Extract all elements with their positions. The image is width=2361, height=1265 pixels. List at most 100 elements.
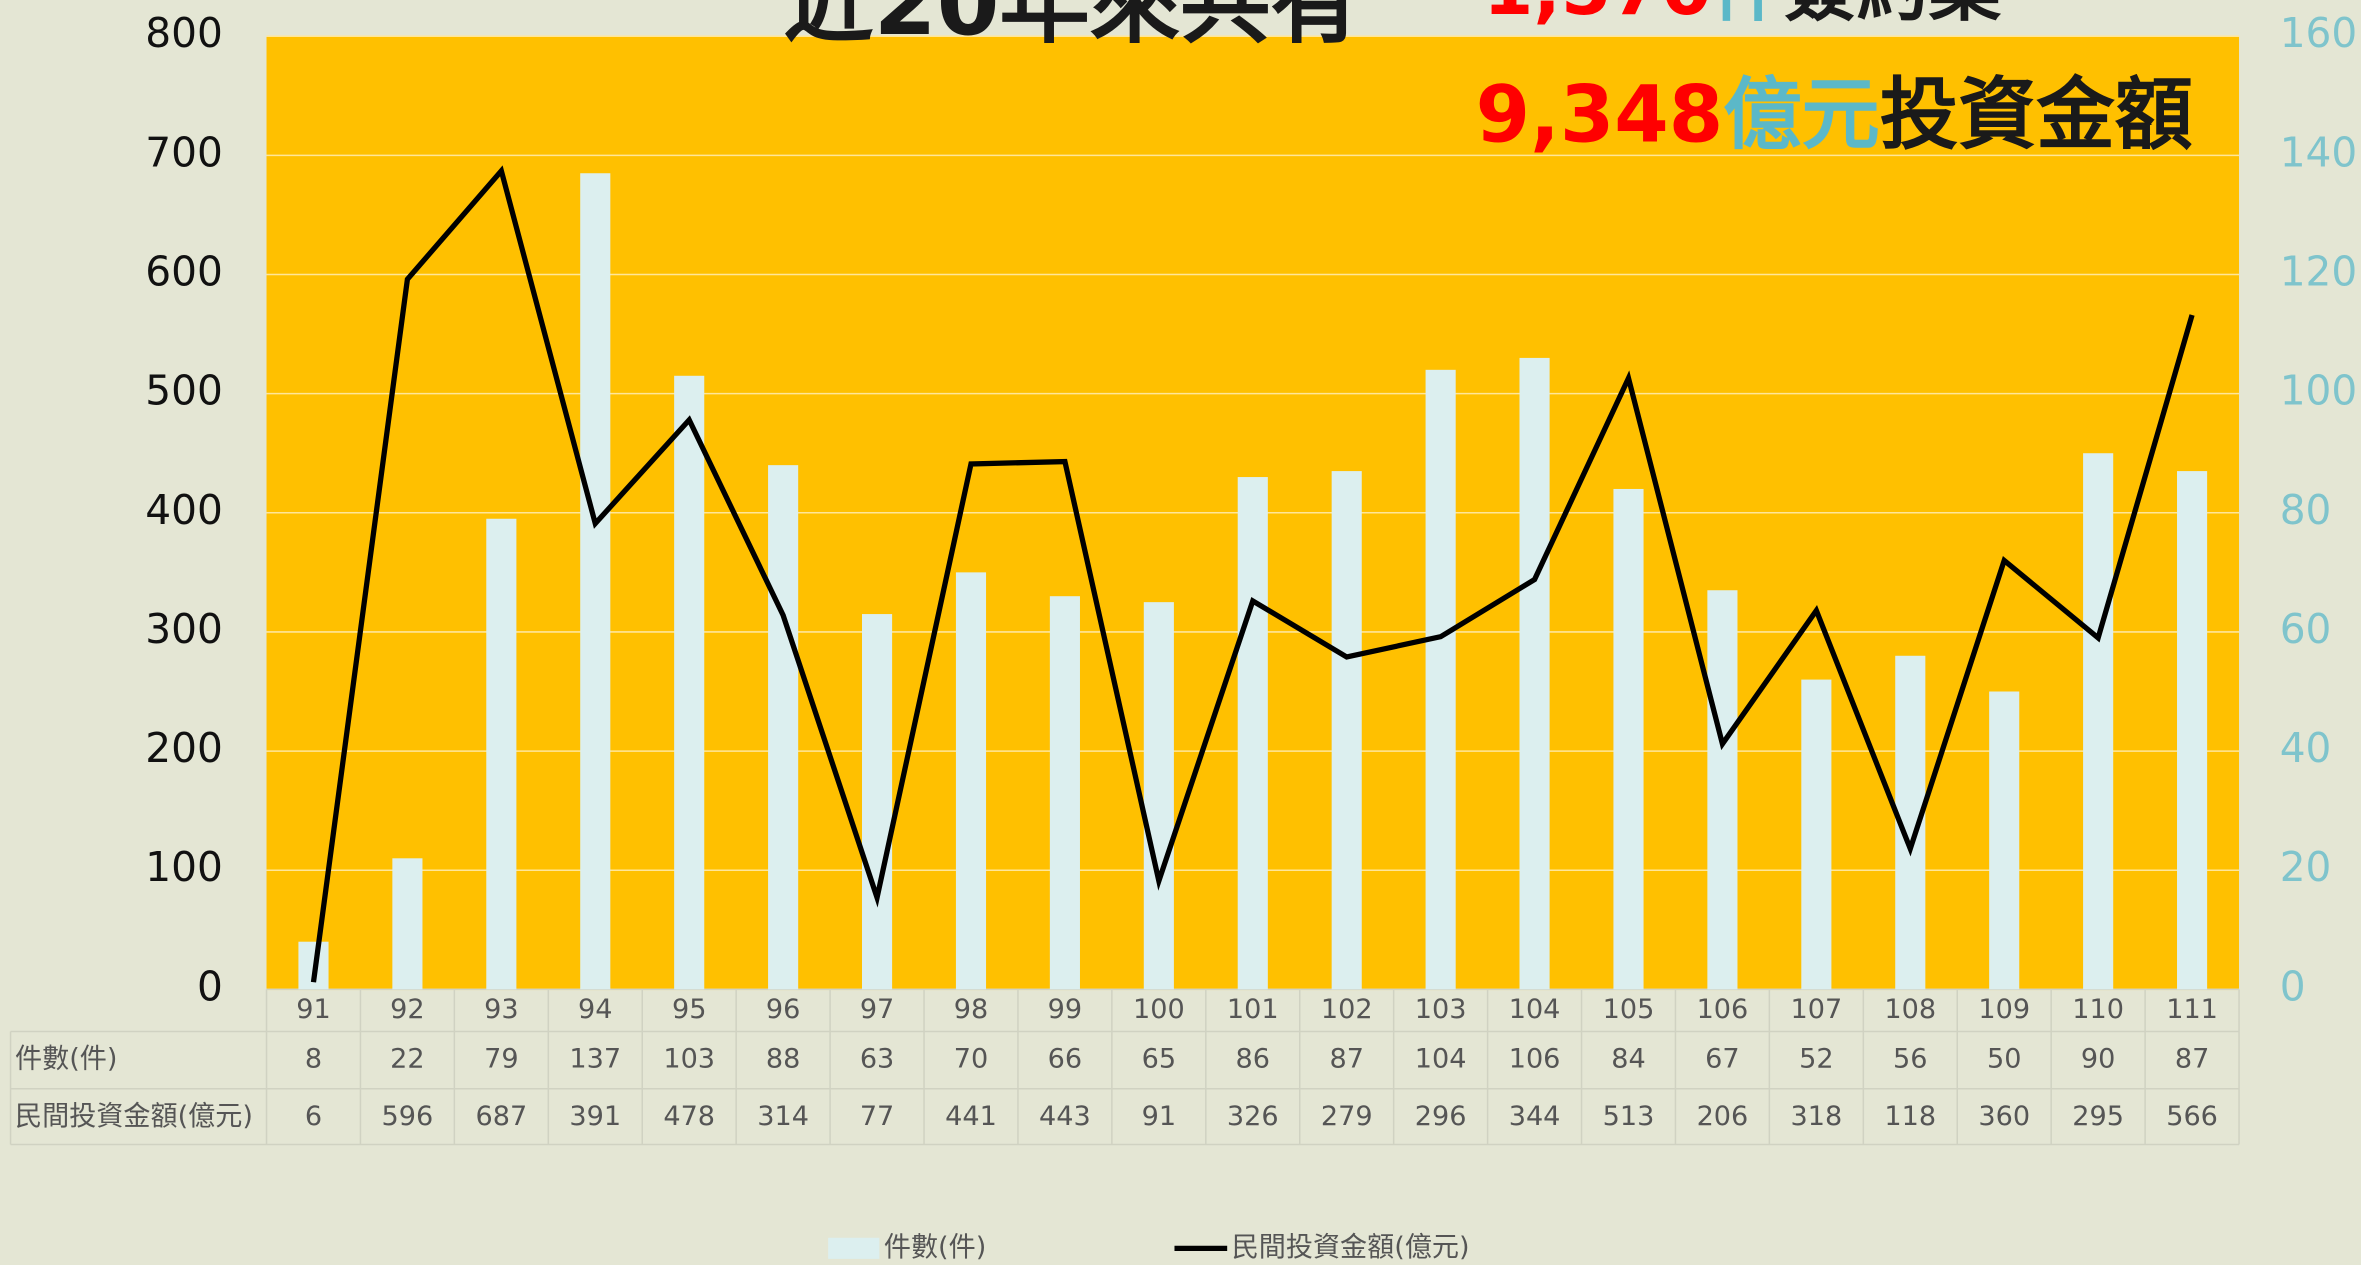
y-tick-label: 400 [145, 486, 223, 534]
x-tick-label: 95 [672, 994, 706, 1025]
table-cell: 8 [305, 1044, 322, 1075]
table-cell: 50 [1987, 1044, 2021, 1075]
y2-tick-label: 0 [2280, 962, 2306, 1010]
table-cell: 22 [390, 1044, 424, 1075]
y-tick-label: 200 [145, 724, 223, 772]
table-cell: 566 [2166, 1101, 2218, 1132]
x-tick-label: 99 [1048, 994, 1082, 1025]
chart-title: 近20年來共有 [783, 0, 1360, 56]
bar [1425, 369, 1456, 990]
annotation-part: 9,348 [1476, 70, 1724, 161]
x-tick-label: 110 [2072, 994, 2124, 1025]
y-tick-label: 0 [197, 962, 223, 1010]
x-tick-label: 109 [1978, 994, 2030, 1025]
table-cell: 79 [484, 1044, 518, 1075]
legend-label: 民間投資金額(億元) [1232, 1232, 1470, 1263]
annotation-part: 投資金額 [1880, 70, 2193, 161]
table-cell: 391 [569, 1101, 621, 1132]
x-tick-label: 103 [1415, 994, 1467, 1025]
table-cell: 63 [860, 1044, 894, 1075]
table-cell: 596 [382, 1101, 434, 1132]
x-tick-label: 96 [766, 994, 800, 1025]
annotation-part: 件 [1712, 0, 1784, 32]
table-cell: 318 [1790, 1101, 1842, 1132]
bar [392, 858, 423, 990]
table-cell: 118 [1884, 1101, 1936, 1132]
table-cell: 87 [1329, 1044, 1363, 1075]
bar [1143, 602, 1174, 990]
table-cell: 279 [1321, 1101, 1373, 1132]
x-tick-label: 100 [1133, 994, 1185, 1025]
y2-tick-label: 120 [2280, 248, 2358, 296]
x-tick-label: 102 [1321, 994, 1373, 1025]
y-tick-label: 800 [145, 9, 223, 57]
table-cell: 478 [663, 1101, 715, 1132]
y-tick-label: 700 [145, 128, 223, 176]
annotation-part: 億元 [1723, 70, 1880, 161]
annotation: 9,348億元投資金額 [1476, 70, 2193, 161]
y2-tick-label: 60 [2280, 605, 2332, 653]
table-cell: 91 [1142, 1101, 1176, 1132]
y2-tick-label: 160 [2280, 9, 2358, 57]
x-tick-label: 93 [484, 994, 518, 1025]
table-cell: 86 [1236, 1044, 1270, 1075]
x-tick-label: 108 [1884, 994, 1936, 1025]
bar [955, 572, 987, 990]
x-tick-label: 105 [1603, 994, 1655, 1025]
x-tick-label: 92 [390, 994, 424, 1025]
x-tick-label: 94 [578, 994, 612, 1025]
x-tick-label: 97 [860, 994, 894, 1025]
bar [580, 173, 611, 990]
y2-tick-label: 80 [2280, 486, 2332, 534]
x-tick-label: 101 [1227, 994, 1279, 1025]
legend-label: 件數(件) [884, 1232, 986, 1263]
table-cell: 137 [569, 1044, 621, 1075]
x-tick-label: 107 [1790, 994, 1842, 1025]
table-cell: 70 [954, 1044, 988, 1075]
bar [1707, 590, 1738, 990]
table-cell: 513 [1603, 1101, 1655, 1132]
table-cell: 104 [1415, 1044, 1467, 1075]
table-cell: 106 [1509, 1044, 1561, 1075]
annotation: 1,570件簽約案 [1483, 0, 2001, 32]
table-cell: 206 [1697, 1101, 1749, 1132]
line-series [310, 165, 2195, 983]
table-cell: 87 [2175, 1044, 2209, 1075]
table-cell: 88 [766, 1044, 800, 1075]
y-tick-label: 600 [145, 248, 223, 296]
table-cell: 67 [1705, 1044, 1739, 1075]
table-cell: 90 [2081, 1044, 2115, 1075]
bar [1331, 471, 1362, 990]
bar [862, 614, 893, 990]
y-tick-label: 300 [145, 605, 223, 653]
y-tick-label: 100 [145, 843, 223, 891]
table-cell: 56 [1893, 1044, 1927, 1075]
bar [1049, 596, 1080, 990]
annotation-part: 簽約案 [1784, 0, 2002, 32]
table-cell: 84 [1611, 1044, 1645, 1075]
table-cell: 296 [1415, 1101, 1467, 1132]
table-cell: 295 [2072, 1101, 2124, 1132]
bar [486, 518, 517, 990]
x-tick-label: 91 [296, 994, 330, 1025]
table-cell: 687 [475, 1101, 527, 1132]
y2-tick-label: 20 [2280, 843, 2332, 891]
bar [2083, 453, 2114, 990]
table-cell: 65 [1142, 1044, 1176, 1075]
table-cell: 441 [945, 1101, 997, 1132]
x-tick-label: 98 [954, 994, 988, 1025]
table-cell: 443 [1039, 1101, 1091, 1132]
legend-swatch [828, 1237, 880, 1259]
bar [1989, 691, 2020, 990]
y2-tick-label: 40 [2280, 724, 2332, 772]
x-tick-label: 106 [1697, 994, 1749, 1025]
table-cell: 344 [1509, 1101, 1561, 1132]
bar [1613, 488, 1644, 990]
bar [768, 465, 799, 990]
table-cell: 326 [1227, 1101, 1279, 1132]
table-row-label: 民間投資金額(億元) [15, 1101, 253, 1132]
bar [1801, 679, 1832, 990]
table-cell: 77 [860, 1101, 894, 1132]
